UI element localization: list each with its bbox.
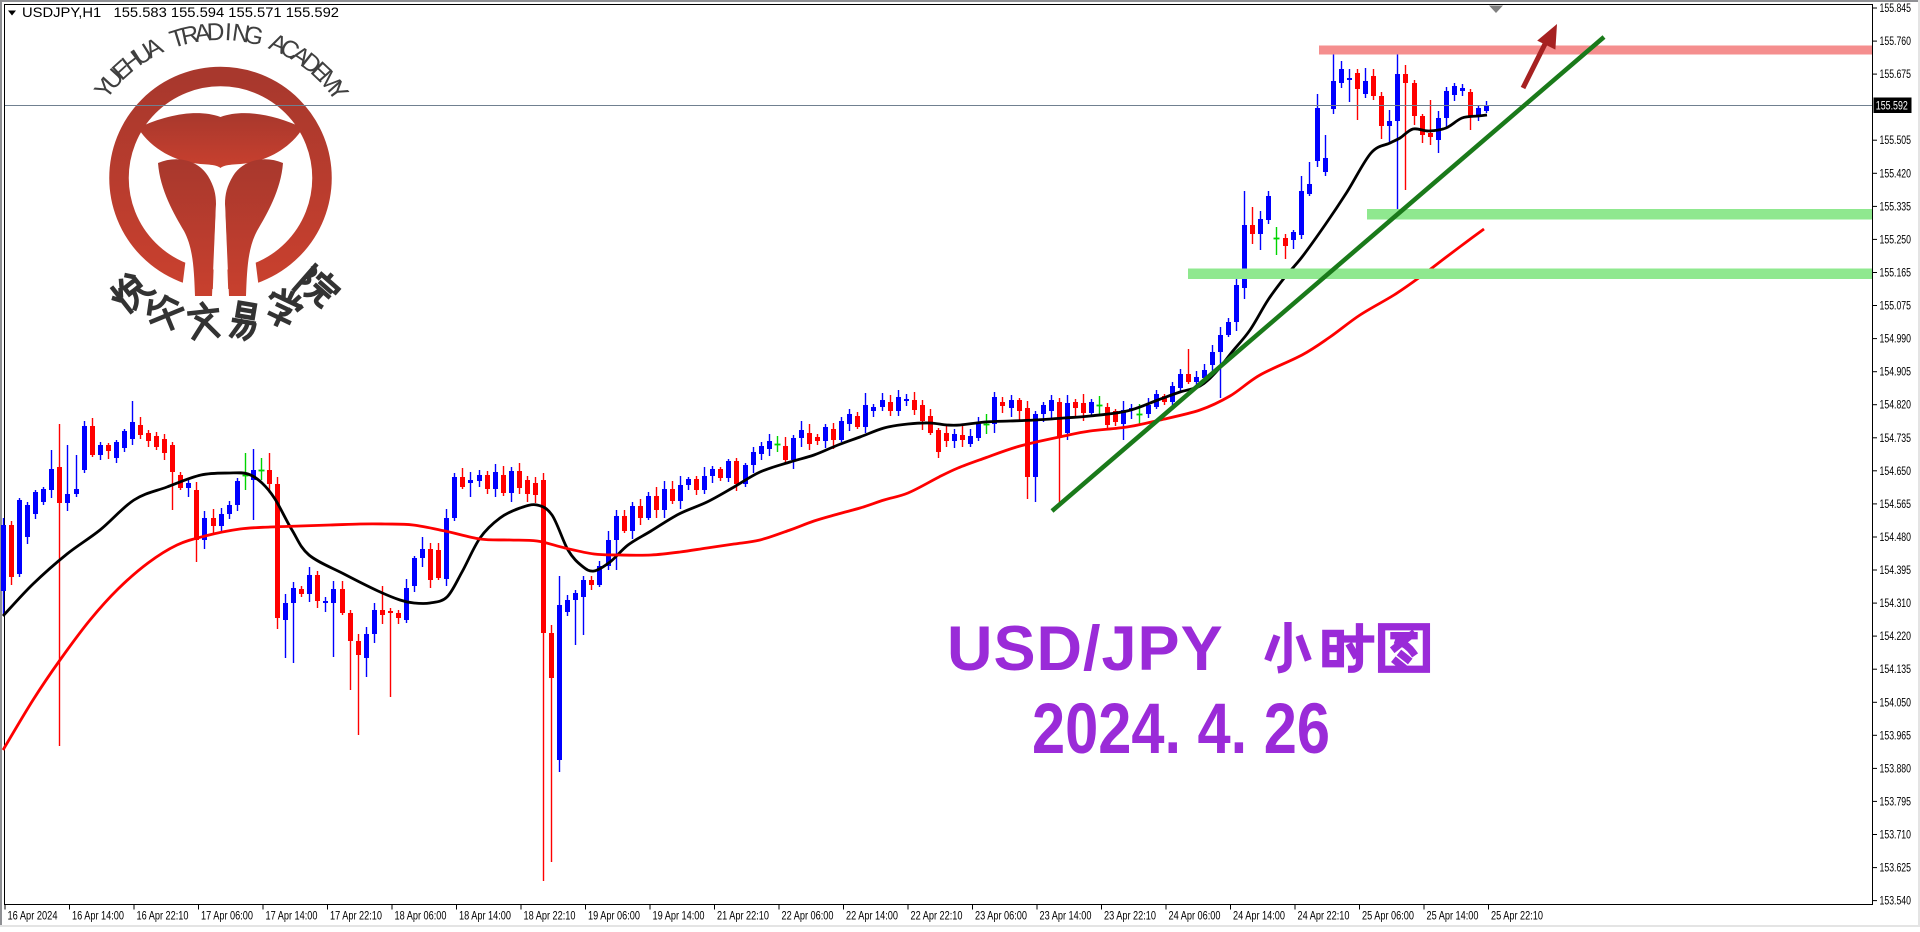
svg-text:155.760: 155.760: [1880, 36, 1912, 48]
svg-text:153.795: 153.795: [1880, 796, 1912, 808]
svg-text:155.165: 155.165: [1880, 268, 1912, 280]
svg-text:154.820: 154.820: [1880, 400, 1912, 412]
svg-text:16 Apr 2024: 16 Apr 2024: [8, 911, 58, 923]
svg-text:A: A: [193, 19, 213, 48]
svg-text:153.710: 153.710: [1880, 830, 1912, 842]
svg-text:23 Apr 22:10: 23 Apr 22:10: [1104, 911, 1156, 923]
svg-text:155.250: 155.250: [1880, 234, 1912, 246]
svg-text:21 Apr 22:10: 21 Apr 22:10: [717, 911, 769, 923]
svg-text:154.650: 154.650: [1880, 466, 1912, 478]
svg-text:23 Apr 14:00: 23 Apr 14:00: [1040, 911, 1092, 923]
svg-text:18 Apr 06:00: 18 Apr 06:00: [395, 911, 447, 923]
svg-text:16 Apr 22:10: 16 Apr 22:10: [137, 911, 189, 923]
svg-text:R: R: [179, 21, 202, 51]
svg-text:19 Apr 06:00: 19 Apr 06:00: [588, 911, 640, 923]
svg-text:154.135: 154.135: [1880, 664, 1912, 676]
svg-text:154.480: 154.480: [1880, 532, 1912, 544]
svg-text:154.395: 154.395: [1880, 565, 1912, 577]
svg-text:154.735: 154.735: [1880, 433, 1912, 445]
svg-text:18 Apr 22:10: 18 Apr 22:10: [524, 911, 576, 923]
svg-text:USDJPY,H1 155.583 155.594 15: USDJPY,H1 155.583 155.594 155.571 155.59…: [22, 5, 339, 20]
svg-text:25 Apr 22:10: 25 Apr 22:10: [1491, 911, 1543, 923]
svg-text:2024. 4. 26: 2024. 4. 26: [1032, 690, 1330, 769]
svg-text:154.990: 154.990: [1880, 334, 1912, 346]
svg-text:155.505: 155.505: [1880, 135, 1912, 147]
svg-text:153.880: 153.880: [1880, 763, 1912, 775]
svg-text:153.540: 153.540: [1880, 896, 1912, 908]
svg-text:155.335: 155.335: [1880, 201, 1912, 213]
svg-text:155.420: 155.420: [1880, 168, 1912, 180]
svg-text:17 Apr 22:10: 17 Apr 22:10: [330, 911, 382, 923]
svg-text:D: D: [206, 19, 225, 47]
svg-text:24 Apr 14:00: 24 Apr 14:00: [1233, 911, 1285, 923]
svg-text:25 Apr 14:00: 25 Apr 14:00: [1427, 911, 1479, 923]
svg-text:16 Apr 14:00: 16 Apr 14:00: [72, 911, 124, 923]
svg-text:22 Apr 06:00: 22 Apr 06:00: [782, 911, 834, 923]
svg-text:19 Apr 14:00: 19 Apr 14:00: [653, 911, 705, 923]
svg-text:155.845: 155.845: [1880, 3, 1912, 15]
svg-text:USD/JPY: USD/JPY: [947, 614, 1224, 684]
svg-text:25 Apr 06:00: 25 Apr 06:00: [1362, 911, 1414, 923]
svg-text:154.905: 154.905: [1880, 367, 1912, 379]
svg-text:17 Apr 06:00: 17 Apr 06:00: [201, 911, 253, 923]
svg-text:154.565: 154.565: [1880, 499, 1912, 511]
svg-text:155.075: 155.075: [1880, 301, 1912, 313]
svg-text:153.625: 153.625: [1880, 863, 1912, 875]
svg-text:153.965: 153.965: [1880, 730, 1912, 742]
svg-text:24 Apr 06:00: 24 Apr 06:00: [1169, 911, 1221, 923]
svg-text:22 Apr 14:00: 22 Apr 14:00: [846, 911, 898, 923]
svg-text:23 Apr 06:00: 23 Apr 06:00: [975, 911, 1027, 923]
svg-text:155.592: 155.592: [1876, 101, 1908, 113]
svg-text:154.310: 154.310: [1880, 598, 1912, 610]
svg-text:22 Apr 22:10: 22 Apr 22:10: [911, 911, 963, 923]
svg-text:I: I: [224, 19, 232, 46]
svg-text:17 Apr 14:00: 17 Apr 14:00: [266, 911, 318, 923]
svg-text:155.675: 155.675: [1880, 69, 1912, 81]
svg-text:154.050: 154.050: [1880, 697, 1912, 709]
svg-text:24 Apr 22:10: 24 Apr 22:10: [1298, 911, 1350, 923]
svg-text:18 Apr 14:00: 18 Apr 14:00: [459, 911, 511, 923]
svg-text:N: N: [230, 19, 251, 48]
svg-text:154.220: 154.220: [1880, 631, 1912, 643]
